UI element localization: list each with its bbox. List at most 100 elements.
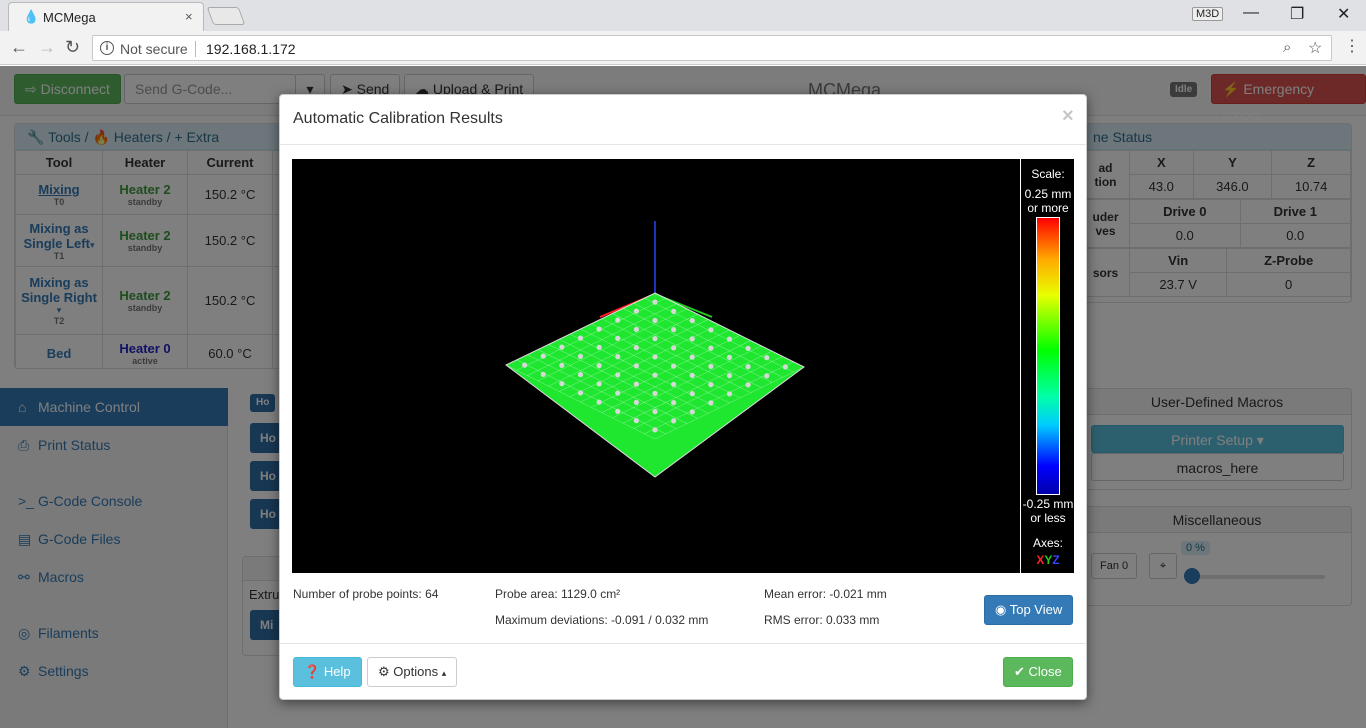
mesh-grid-line (612, 313, 762, 388)
max-deviation-stat: Maximum deviations: -0.091 / 0.032 mm (495, 613, 709, 627)
probe-point (559, 344, 565, 350)
axis-z-label: Z (1052, 553, 1060, 567)
mesh-grid-line (654, 366, 805, 440)
help-button[interactable]: ❓ Help (293, 657, 362, 687)
profile-badge[interactable]: M3D (1192, 7, 1224, 21)
probe-point (652, 317, 658, 323)
probe-point (671, 327, 677, 333)
mesh-grid-line (559, 319, 709, 392)
probe-point (615, 372, 621, 378)
top-view-label: Top View (1009, 602, 1063, 617)
mesh-grid-line (505, 364, 656, 440)
scale-min-line2: or less (1030, 511, 1066, 525)
check-icon: ✔ (1014, 664, 1025, 679)
forward-arrow-icon[interactable]: → (38, 37, 56, 57)
url-text[interactable]: 192.168.1.172 (206, 41, 296, 57)
probe-point (708, 363, 714, 369)
scale-min-label: -0.25 mm or less (1019, 497, 1077, 525)
browser-tab[interactable]: 💧 MCMega × (8, 2, 204, 31)
browser-tab-bar: 💧 MCMega × M3D — ❐ ✕ (0, 0, 1366, 31)
axis-x-label: X (1036, 553, 1045, 567)
gear-icon: ⚙ (378, 664, 390, 679)
probe-point (540, 353, 546, 359)
probe-point (596, 399, 602, 405)
probe-point (708, 345, 714, 351)
axes-legend: XYZ (1021, 553, 1075, 567)
scale-max-label: 0.25 mm or more (1021, 187, 1075, 215)
probe-point (726, 336, 733, 342)
probe-point (726, 354, 733, 360)
mesh-grid-line (601, 340, 751, 413)
window-close-icon[interactable]: ✕ (1337, 6, 1351, 23)
mesh-grid-line (537, 349, 688, 424)
caret-up-icon: ▴ (441, 668, 447, 678)
droplet-icon: 💧 (23, 9, 40, 24)
mesh-grid-line (580, 328, 730, 404)
question-icon: ❓ (304, 664, 321, 679)
scale-min-line1: -0.25 mm (1022, 497, 1074, 511)
probe-point (559, 362, 565, 368)
modal-footer: ❓ Help ⚙ Options ▴ ✔ Close (280, 643, 1086, 701)
probe-point (615, 317, 621, 323)
probe-point (745, 382, 751, 388)
heightmap-3d (505, 221, 805, 478)
probe-point (596, 344, 602, 350)
divider (195, 41, 196, 57)
probe-point (522, 362, 528, 368)
new-tab-button[interactable] (206, 7, 246, 25)
probe-point (689, 372, 695, 378)
tab-title: MCMega (43, 10, 96, 25)
probe-point (633, 345, 639, 351)
options-label: Options (393, 664, 439, 679)
probe-point (633, 418, 639, 424)
bookmark-star-icon[interactable]: ☆ (1308, 40, 1323, 57)
probe-point (577, 353, 584, 359)
zoom-icon[interactable]: ⌕ (1283, 39, 1292, 56)
probe-point (652, 372, 658, 378)
reload-icon[interactable]: ↻ (65, 37, 81, 57)
url-box[interactable]: i Not secure 192.168.1.172 ⌕ ☆ (92, 35, 1332, 61)
maximize-icon[interactable]: ❐ (1290, 6, 1305, 23)
heightmap-viewport[interactable] (292, 159, 1020, 573)
mesh-grid-line (591, 323, 741, 399)
close-label: Close (1028, 664, 1062, 679)
probe-point (596, 381, 602, 387)
tab-close-icon[interactable]: × (185, 9, 193, 24)
browser-menu-icon[interactable]: ⋮ (1344, 38, 1360, 55)
probe-point (708, 327, 714, 333)
mesh-grid-line (559, 339, 709, 414)
probe-point (671, 345, 677, 351)
probe-point (708, 382, 714, 388)
mesh-grid-line (580, 329, 730, 403)
top-view-button[interactable]: ◉ Top View (984, 595, 1074, 625)
mesh-grid-line (537, 308, 688, 382)
probe-point (689, 409, 695, 415)
probe-point (671, 308, 677, 314)
minimize-icon[interactable]: — (1243, 4, 1259, 21)
probe-point (689, 336, 695, 342)
probe-point (652, 336, 658, 342)
probe-point (652, 409, 658, 415)
probe-point (540, 371, 546, 377)
calibration-results-modal: Automatic Calibration Results × Scale: 0… (279, 94, 1087, 700)
mesh-grid-line (527, 354, 677, 429)
mesh-grid-line (612, 345, 762, 419)
rms-error-stat: RMS error: 0.033 mm (764, 613, 880, 627)
probe-point (782, 364, 788, 370)
probe-point (764, 373, 770, 379)
options-button[interactable]: ⚙ Options ▴ (367, 657, 458, 687)
close-button[interactable]: ✔ Close (1003, 657, 1073, 687)
back-arrow-icon[interactable]: ← (10, 37, 28, 57)
mesh-grid-line (548, 344, 698, 419)
security-label: Not secure (120, 41, 188, 57)
probe-point (577, 372, 584, 378)
probe-point (726, 373, 733, 379)
scale-legend: Scale: 0.25 mm or more -0.25 mm or less … (1020, 159, 1074, 573)
modal-close-icon[interactable]: × (1062, 105, 1074, 127)
mesh-grid-line (569, 324, 719, 397)
axis-y-label: Y (1044, 553, 1053, 567)
probe-point (615, 354, 621, 360)
probe-point (689, 391, 695, 397)
info-icon[interactable]: i (100, 41, 114, 55)
probe-area-stat: Probe area: 1129.0 cm² (495, 587, 621, 601)
